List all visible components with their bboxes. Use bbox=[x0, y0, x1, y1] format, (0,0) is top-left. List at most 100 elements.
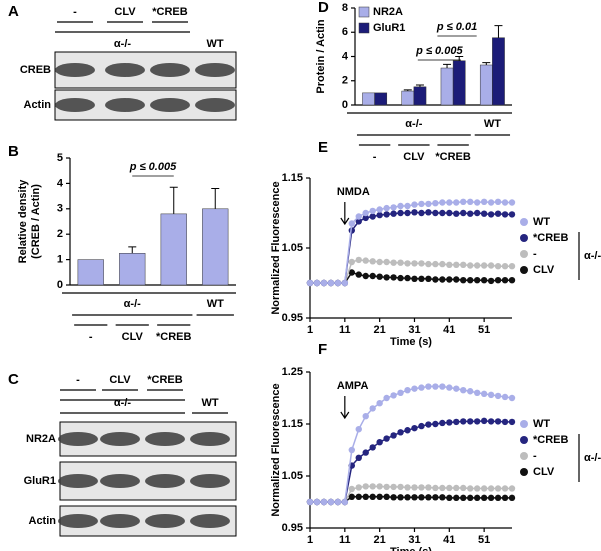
legend-marker bbox=[520, 234, 528, 242]
data-point bbox=[404, 260, 411, 267]
legend-marker bbox=[520, 218, 528, 226]
data-point bbox=[404, 427, 411, 434]
data-point bbox=[390, 392, 397, 399]
data-point bbox=[494, 494, 502, 502]
y-tick-label: 0.95 bbox=[282, 312, 303, 324]
data-point bbox=[446, 199, 453, 206]
data-point bbox=[460, 261, 467, 268]
data-point bbox=[480, 198, 488, 205]
data-point bbox=[425, 200, 432, 208]
category-label: *CREB bbox=[156, 331, 192, 343]
data-point bbox=[411, 275, 418, 282]
data-point bbox=[487, 391, 495, 399]
y-axis-label: (CREB / Actin) bbox=[30, 184, 42, 259]
data-point bbox=[473, 418, 481, 425]
blot-band bbox=[55, 63, 95, 77]
data-point bbox=[425, 484, 432, 491]
category-label: WT bbox=[484, 118, 501, 130]
data-point bbox=[376, 400, 383, 407]
x-tick-label: 31 bbox=[408, 534, 420, 546]
data-point bbox=[383, 483, 390, 491]
data-point bbox=[446, 261, 453, 268]
legend-swatch bbox=[358, 22, 370, 34]
y-tick-label: 4 bbox=[57, 177, 64, 189]
bar bbox=[77, 259, 104, 286]
data-point bbox=[348, 446, 355, 454]
legend-label: CLV bbox=[533, 264, 555, 276]
blot-band bbox=[58, 474, 98, 488]
bar bbox=[440, 67, 454, 106]
legend-label: GluR1 bbox=[373, 22, 405, 34]
data-point bbox=[369, 213, 376, 220]
data-point bbox=[362, 257, 369, 264]
data-point bbox=[376, 258, 383, 266]
data-point bbox=[473, 277, 481, 284]
row-label: NR2A bbox=[26, 433, 56, 445]
data-point bbox=[487, 418, 495, 425]
data-point bbox=[439, 383, 446, 390]
blot-band bbox=[58, 514, 98, 528]
data-point bbox=[487, 199, 495, 206]
data-point bbox=[383, 435, 390, 442]
series-line bbox=[310, 385, 513, 503]
x-tick-label: 51 bbox=[478, 534, 490, 546]
series-line bbox=[310, 211, 512, 284]
blot-band bbox=[190, 514, 230, 528]
data-point bbox=[341, 279, 349, 287]
data-point bbox=[411, 385, 418, 392]
data-point bbox=[480, 417, 488, 425]
data-point bbox=[383, 394, 390, 402]
legend-marker bbox=[520, 452, 528, 460]
y-tick-label: 1.05 bbox=[282, 242, 303, 254]
panel-letter: C bbox=[8, 371, 19, 388]
y-axis-label: Normalized Fluorescence bbox=[270, 181, 282, 314]
data-point bbox=[494, 263, 502, 270]
data-point bbox=[404, 494, 411, 501]
error-bar bbox=[128, 246, 137, 254]
data-point bbox=[348, 269, 355, 276]
data-point bbox=[439, 494, 446, 501]
blot-band bbox=[145, 514, 185, 528]
data-point bbox=[467, 198, 474, 205]
y-tick-label: 2 bbox=[342, 75, 348, 87]
data-point bbox=[397, 429, 404, 436]
data-point bbox=[494, 392, 502, 400]
bar bbox=[202, 208, 229, 286]
data-point bbox=[460, 277, 467, 284]
panel-letter: A bbox=[8, 3, 19, 20]
lane-label: *CREB bbox=[147, 374, 183, 386]
data-point bbox=[355, 271, 362, 278]
data-point bbox=[397, 494, 404, 501]
error-bar bbox=[443, 63, 452, 69]
data-point bbox=[390, 432, 397, 439]
data-point bbox=[418, 275, 425, 282]
data-point bbox=[467, 277, 474, 284]
data-point bbox=[508, 199, 516, 206]
data-point bbox=[404, 387, 411, 394]
data-point bbox=[411, 424, 418, 432]
legend-marker bbox=[520, 420, 528, 428]
lane-label: WT bbox=[206, 38, 223, 50]
legend-label: *CREB bbox=[533, 232, 569, 244]
y-tick-label: 8 bbox=[342, 2, 348, 14]
data-point bbox=[432, 494, 439, 501]
y-tick-label: 0 bbox=[57, 279, 63, 291]
category-label: *CREB bbox=[435, 151, 471, 163]
data-point bbox=[460, 209, 467, 217]
stimulus-label: NMDA bbox=[337, 186, 370, 198]
data-point bbox=[376, 483, 383, 490]
x-tick-label: 41 bbox=[443, 534, 455, 546]
blot-band bbox=[100, 514, 140, 528]
y-axis-label: Relative density bbox=[17, 179, 29, 264]
x-tick-label: 1 bbox=[307, 324, 313, 336]
x-tick-label: 11 bbox=[339, 324, 351, 336]
row-label: Actin bbox=[24, 99, 52, 111]
data-point bbox=[348, 258, 355, 266]
data-point bbox=[397, 259, 404, 266]
y-tick-label: 0.95 bbox=[282, 522, 303, 534]
blot-band bbox=[145, 432, 185, 446]
data-point bbox=[327, 279, 335, 287]
data-point bbox=[355, 493, 362, 500]
data-point bbox=[480, 262, 488, 269]
data-point bbox=[355, 218, 362, 225]
